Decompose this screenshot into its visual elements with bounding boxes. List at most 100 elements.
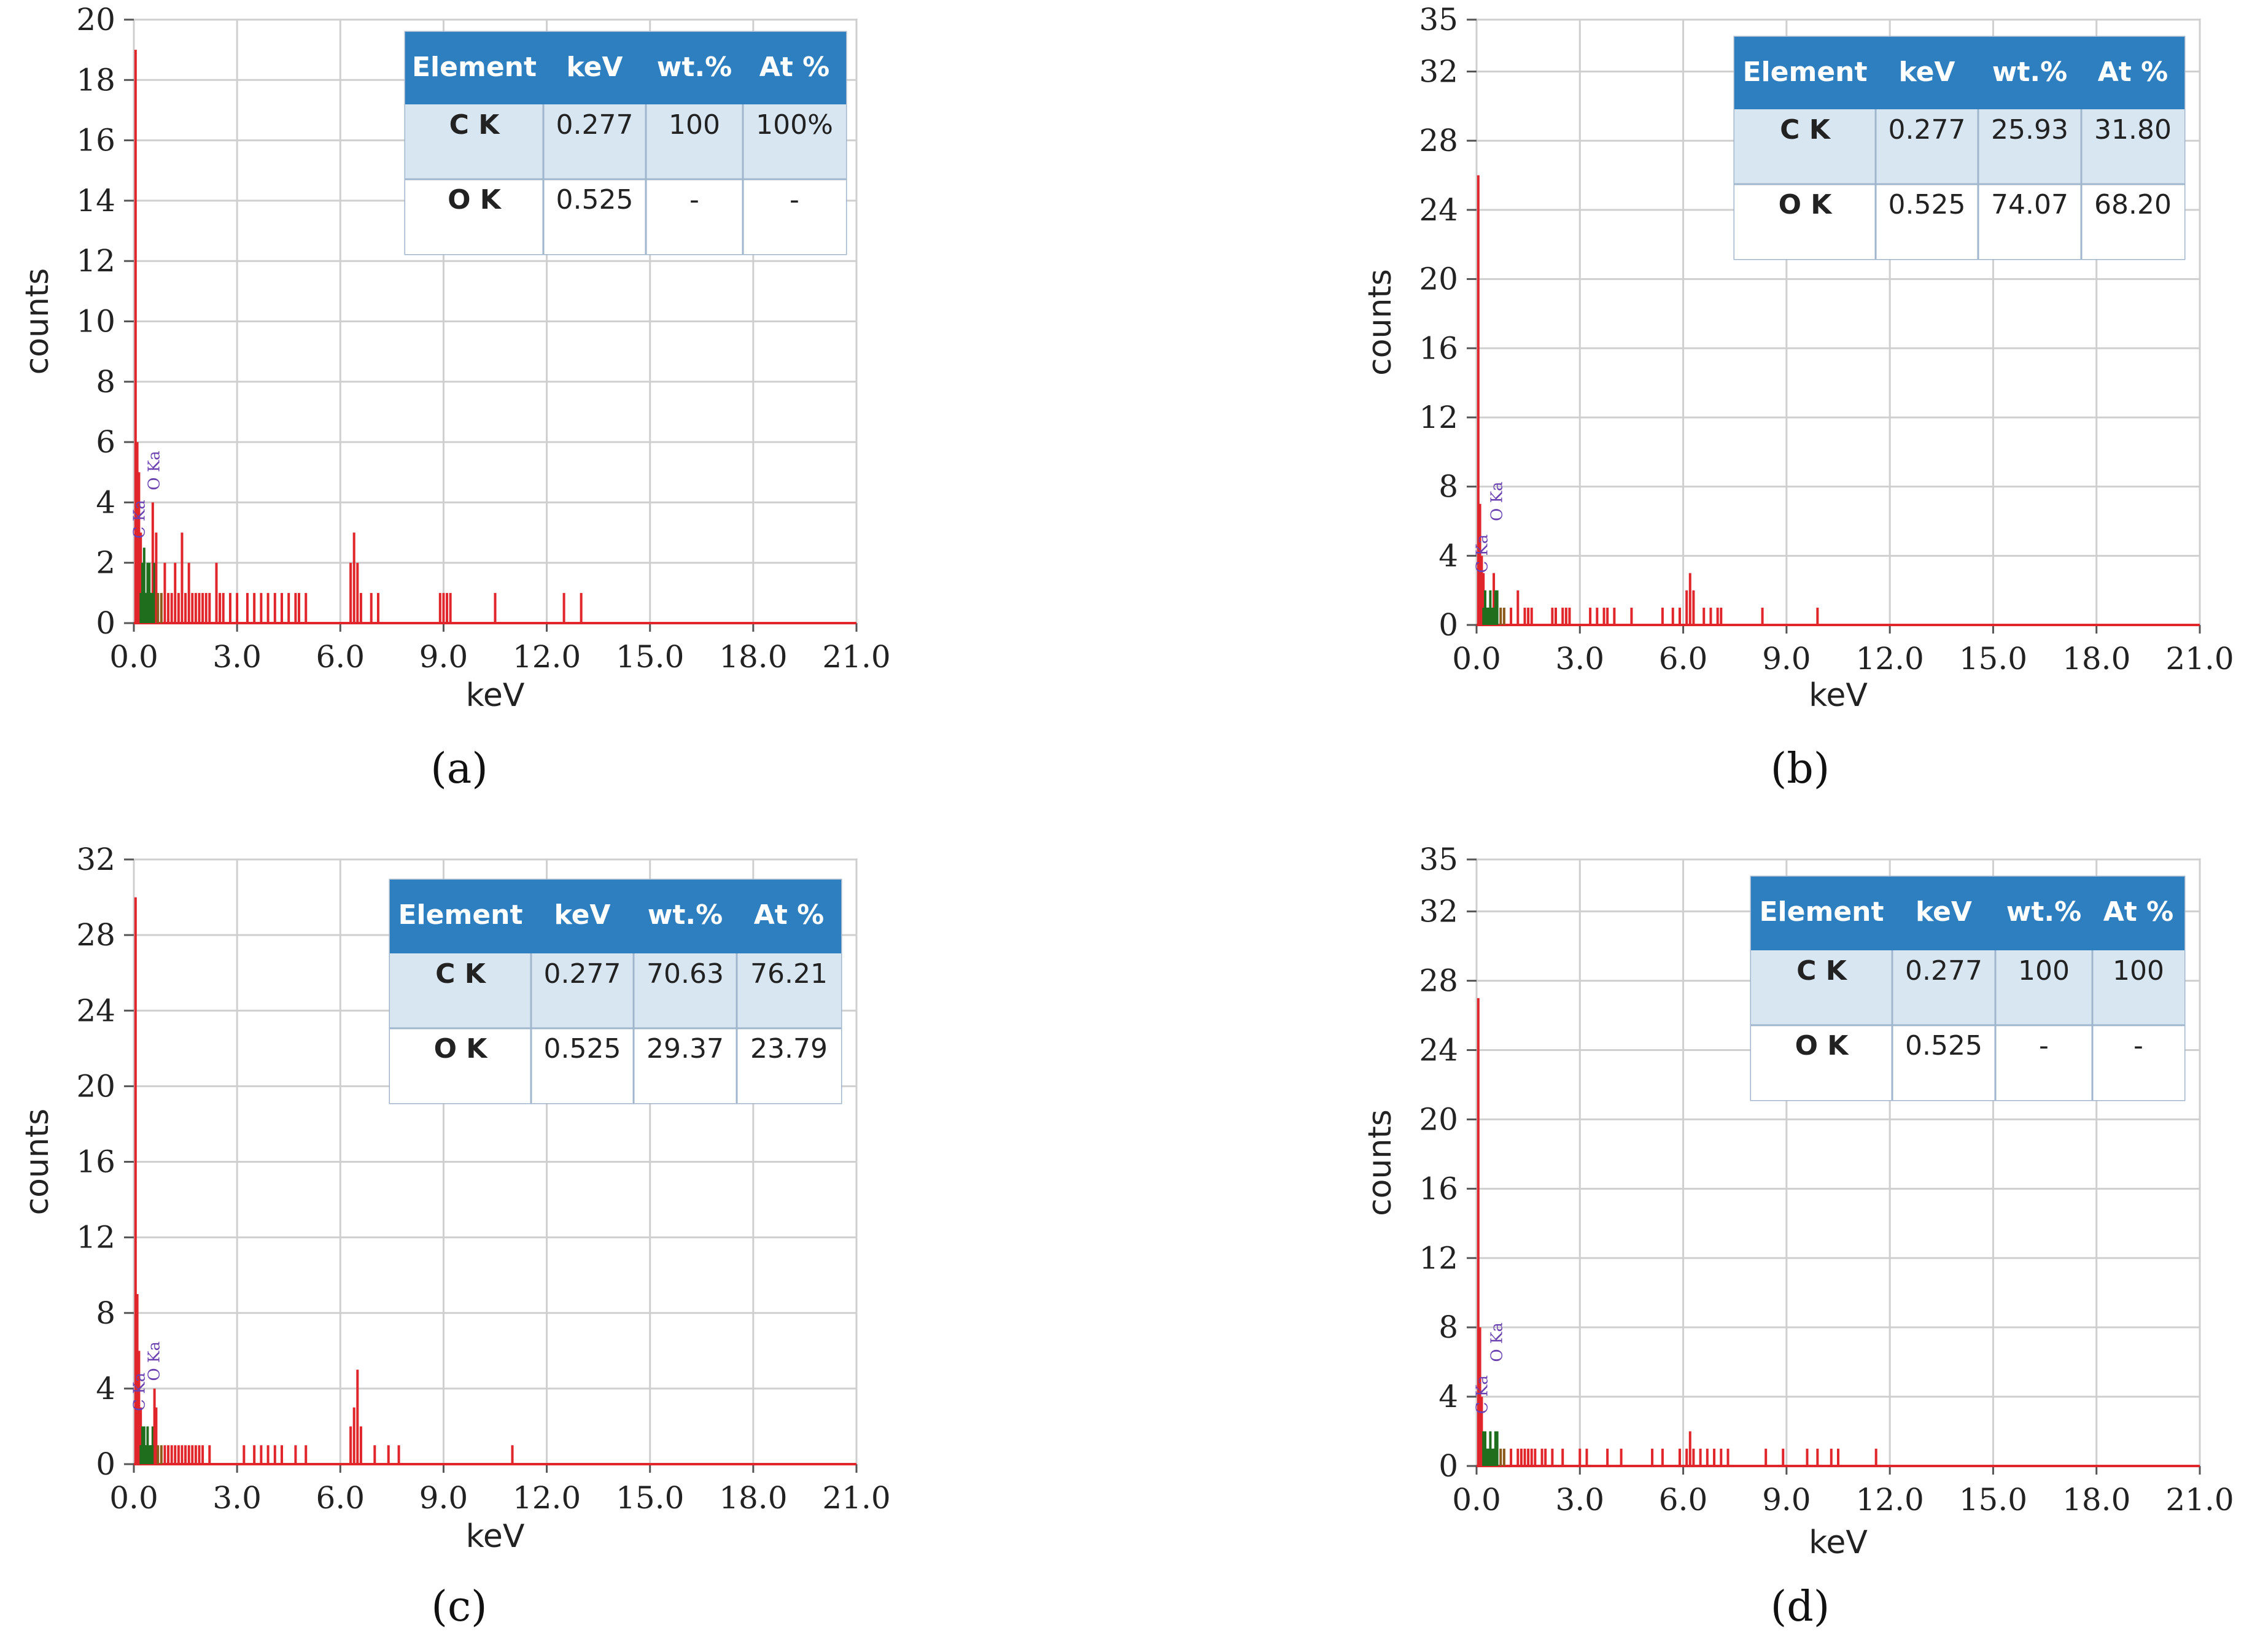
y-tick-label: 16 [76, 1144, 115, 1180]
y-tick-label: 12 [76, 1220, 115, 1255]
panel-caption: (b) [1771, 745, 1830, 793]
peak-label: C Ka [1473, 534, 1492, 573]
y-tick-label: 4 [96, 484, 115, 520]
peak-label: O Ka [1488, 1322, 1506, 1362]
y-axis-label: counts [1362, 1109, 1399, 1216]
x-tick-label: 3.0 [1556, 1482, 1605, 1518]
y-tick-label: 24 [1419, 192, 1458, 228]
x-tick-label: 18.0 [719, 639, 787, 675]
y-tick-label: 32 [1419, 54, 1458, 90]
y-tick-label: 20 [1419, 1101, 1458, 1137]
peak-label: C Ka [131, 500, 149, 538]
y-tick-label: 4 [1438, 1379, 1458, 1414]
x-tick-label: 15.0 [616, 1480, 684, 1516]
table-value-cell: 31.80 [2094, 114, 2172, 145]
x-tick-label: 21.0 [822, 1480, 890, 1516]
table-header-row [1751, 877, 2184, 950]
x-tick-label: 15.0 [1959, 641, 2027, 677]
x-tick-label: 9.0 [419, 1480, 468, 1516]
peak-label: C Ka [1473, 1375, 1492, 1414]
x-tick-label: 12.0 [513, 1480, 581, 1516]
composition-table: Element keV wt.% At % C K 0.277 70.63 76.21 O K 0… [389, 878, 842, 1104]
table-value-cell: 100 [2018, 955, 2070, 987]
table-value-cell: 25.93 [1991, 114, 2068, 145]
table-value-cell: 23.79 [750, 1033, 828, 1064]
table-header-cell: Element [412, 52, 537, 83]
y-tick-label: 8 [1438, 469, 1458, 505]
y-tick-label: 4 [96, 1371, 115, 1406]
y-tick-label: 14 [76, 183, 115, 219]
x-tick-label: 18.0 [2062, 1482, 2130, 1518]
composition-table: Element keV wt.% At % C K 0.277 100 100 O K 0.525… [1750, 875, 2186, 1101]
table-element-cell: O K [1779, 189, 1833, 220]
y-tick-label: 0 [1438, 607, 1458, 643]
y-tick-label: 10 [76, 304, 115, 339]
table-element-cell: C K [1796, 955, 1848, 987]
x-tick-label: 18.0 [719, 1480, 787, 1516]
x-tick-label: 6.0 [1659, 1482, 1708, 1518]
y-tick-label: 24 [1419, 1033, 1458, 1068]
panel-caption: (a) [430, 745, 488, 793]
table-header-row [405, 32, 846, 104]
peak-label: O Ka [1488, 481, 1506, 521]
table-value-cell: 68.20 [2094, 189, 2172, 220]
y-tick-label: 8 [96, 364, 115, 400]
y-tick-label: 0 [96, 605, 115, 641]
table-value-cell: 100 [669, 109, 720, 141]
table-header-cell: At % [2098, 56, 2168, 88]
y-tick-label: 4 [1438, 538, 1458, 573]
table-value-cell: 0.525 [1889, 189, 1966, 220]
x-tick-label: 12.0 [513, 639, 581, 675]
x-tick-label: 9.0 [419, 639, 468, 675]
y-tick-label: 28 [1419, 963, 1458, 999]
table-header-cell: wt.% [648, 899, 723, 931]
y-tick-label: 20 [76, 2, 115, 37]
x-tick-label: 21.0 [822, 639, 890, 675]
table-value-cell: 74.07 [1991, 189, 2068, 220]
peak-label: O Ka [145, 451, 163, 491]
y-tick-label: 16 [1419, 1171, 1458, 1206]
x-tick-label: 9.0 [1762, 1482, 1811, 1518]
table-row [1734, 184, 2184, 259]
x-tick-label: 3.0 [212, 1480, 262, 1516]
x-tick-label: 21.0 [2165, 1482, 2234, 1518]
x-tick-label: 6.0 [316, 1480, 365, 1516]
y-tick-label: 28 [76, 917, 115, 953]
table-value-cell: 0.277 [1889, 114, 1966, 145]
y-tick-label: 16 [76, 123, 115, 158]
table-row [405, 104, 846, 179]
table-value-cell: 0.277 [544, 958, 621, 990]
eds-spectrum-chart: 0.0 3.0 6.0 9.0 12.0 15.0 18.0 21.0 0 2 4 6 8 10 12 14 1… [19, 2, 891, 793]
y-tick-label: 24 [76, 993, 115, 1028]
table-value-cell: 100 [2113, 955, 2164, 987]
x-tick-label: 15.0 [616, 639, 684, 675]
x-tick-label: 21.0 [2165, 641, 2234, 677]
table-header-cell: keV [567, 52, 623, 83]
table-header-cell: At % [2103, 896, 2174, 928]
table-header-cell: Element [398, 899, 522, 931]
y-tick-label: 20 [1419, 262, 1458, 297]
eds-spectrum-chart: 0.0 3.0 6.0 9.0 12.0 15.0 18.0 21.0 0 4 8 12 16 20 24 2… [1362, 842, 2234, 1631]
eds-spectrum-chart: 0.0 3.0 6.0 9.0 12.0 15.0 18.0 21.0 0 4 8 12 16 20 24 2… [19, 842, 891, 1631]
x-axis-label: keV [466, 1518, 525, 1555]
y-axis-label: counts [19, 268, 56, 375]
x-tick-label: 12.0 [1855, 641, 1924, 677]
table-value-cell: 100% [756, 109, 833, 141]
y-tick-label: 35 [1419, 2, 1458, 37]
table-row [405, 179, 846, 254]
y-tick-label: 16 [1419, 330, 1458, 366]
x-tick-label: 9.0 [1762, 641, 1811, 677]
x-tick-label: 0.0 [1452, 641, 1501, 677]
x-tick-label: 0.0 [109, 639, 158, 675]
table-header-cell: Element [1759, 896, 1884, 928]
composition-table: Element keV wt.% At % C K 0.277 100 100% O K 0.52… [404, 31, 847, 255]
table-value-cell: - [2133, 1030, 2143, 1061]
table-value-cell: 0.525 [544, 1033, 621, 1064]
x-tick-label: 0.0 [1452, 1482, 1501, 1518]
table-value-cell: 0.525 [556, 184, 634, 215]
y-tick-label: 32 [76, 842, 115, 877]
table-row [1751, 1025, 2184, 1100]
table-element-cell: C K [435, 958, 487, 990]
table-header-cell: keV [1916, 896, 1972, 928]
x-axis-label: keV [1809, 1524, 1868, 1561]
